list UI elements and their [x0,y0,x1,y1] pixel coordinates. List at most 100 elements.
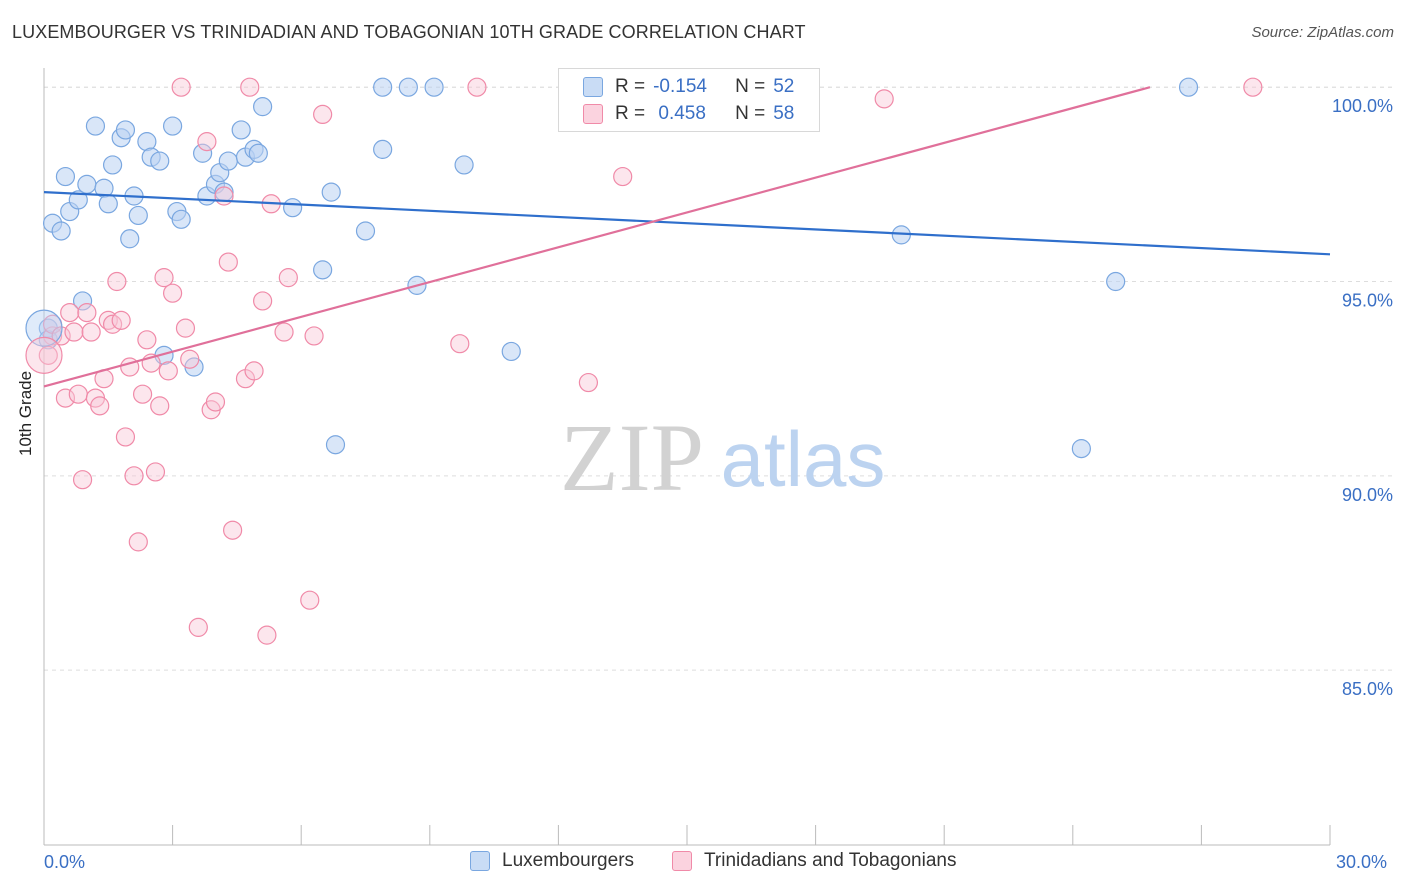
trinidadians-point [180,349,200,369]
trinidadians-point [132,384,153,404]
trinidadians-point [188,617,208,637]
trinidadians-point [240,77,260,97]
luxembourgers-point [398,77,418,97]
chart-title: LUXEMBOURGER VS TRINIDADIAN AND TOBAGONI… [12,22,806,42]
luxembourgers-point [1178,77,1199,97]
luxembourgers-point [231,120,251,140]
luxembourgers-point [72,291,93,311]
luxembourgers-point [248,143,268,163]
y-tick-label: 95.0% [1342,291,1393,311]
trinidadians-point [197,132,217,152]
r-label: R = [615,76,646,97]
trinidadians-point [128,532,148,552]
luxembourgers-point [115,120,136,140]
legend-item-trinidadians[interactable]: Trinidadians and Tobagonians [672,850,956,872]
watermark-zip: ZIP [560,404,704,511]
trinidadians-point [304,326,324,346]
y-tick-label: 90.0% [1342,485,1393,505]
trinidadians-point [115,427,136,447]
x-tick-label-max: 30.0% [1336,852,1388,872]
legend-label: Trinidadians and Tobagonians [704,850,957,871]
luxembourgers-point [55,166,76,187]
trinidadians-point [111,310,131,330]
trinidadians-point [25,336,63,374]
trinidadians-point [223,520,243,540]
trinidadians-point [313,104,333,125]
legend-swatch-blue [470,851,490,871]
trinidadians-point [300,590,320,610]
trinidadians-point [874,89,894,109]
trinidadians-point [90,396,110,416]
luxembourgers-swatch [583,77,603,97]
luxembourgers-point [102,155,123,175]
luxembourgers-point [163,116,183,136]
luxembourgers-point [373,139,393,159]
luxembourgers-point [424,77,444,97]
trinidadians-point [72,470,93,490]
luxembourgers-point [25,309,63,347]
y-tick-labels: 85.0% 90.0% 95.0% 100.0% [1332,96,1393,699]
luxembourgers-point [501,341,521,362]
trinidadians-point [1243,77,1263,97]
luxembourgers-point [77,174,97,194]
trinidadians-point [158,361,178,381]
n-value: 52 [773,76,795,97]
trinidadians-point [578,372,599,393]
legend-item-luxembourgers[interactable]: Luxembourgers [470,850,634,872]
r-value: 0.458 [653,103,706,124]
trinidadians-point [81,322,101,342]
stats-row-luxembourgers: R = -0.154 N = 52 [583,75,794,99]
r-label: R = [615,103,646,124]
trinidadians-trend-line [43,86,1151,388]
luxembourgers-point [193,143,213,163]
luxembourgers-point [120,229,140,249]
legend-label: Luxembourgers [502,850,635,871]
data-points [25,77,1263,645]
trinidadians-point [171,77,191,97]
trinidadians-point [278,268,298,288]
trinidadians-point [613,166,633,187]
x-tick-label-min: 0.0% [44,852,86,872]
trinidadians-point [154,268,174,288]
trinidadians-point [150,396,170,416]
trinidadians-point [244,361,264,381]
luxembourgers-point [171,209,191,229]
stats-legend: R = -0.154 N = 52 R = 0.458 N = 58 [558,68,820,132]
trinidadians-point [55,388,76,408]
luxembourgers-point [218,151,238,171]
luxembourgers-point [1071,439,1091,459]
stats-row-trinidadians: R = 0.458 N = 58 [583,102,794,126]
luxembourgers-point [150,151,170,171]
luxembourgers-point [283,198,303,218]
trinidadians-point [145,462,166,482]
trinidadians-swatch [583,104,603,124]
watermark-atlas: atlas [721,415,886,503]
trinidadians-point [107,271,127,292]
y-tick-label: 85.0% [1342,679,1393,699]
trinidadians-point [253,291,273,311]
trinidadians-point [467,77,487,97]
legend-swatch-pink [672,851,692,871]
n-label: N = [735,103,766,124]
trinidadians-point [38,345,58,365]
y-axis-title: 10th Grade [16,370,35,456]
trinidadians-point [124,466,144,486]
luxembourgers-point [128,205,148,226]
trinidadians-point [68,384,88,404]
luxembourgers-point [373,77,393,97]
trinidadians-point [214,186,234,206]
luxembourgers-point [68,190,88,210]
y-tick-label: 100.0% [1332,96,1393,116]
trinidadians-point [175,318,196,338]
luxembourgers-point [1106,271,1126,292]
bottom-legend: Luxembourgers Trinidadians and Tobagonia… [0,850,1406,880]
luxembourgers-point [98,194,118,214]
trend-lines [43,86,1331,388]
trinidadians-point [205,392,226,412]
luxembourgers-point [325,435,346,455]
trinidadians-point [137,330,157,350]
source-label: Source: ZipAtlas.com [1251,24,1394,41]
trinidadians-point [257,625,277,645]
luxembourgers-trend-line [43,191,1331,256]
